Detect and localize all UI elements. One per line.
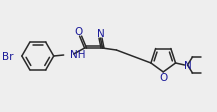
Text: N: N bbox=[97, 29, 104, 39]
Text: O: O bbox=[74, 27, 83, 37]
Text: NH: NH bbox=[70, 50, 85, 59]
Text: O: O bbox=[159, 72, 167, 82]
Text: N: N bbox=[184, 60, 191, 70]
Text: Br: Br bbox=[2, 52, 14, 61]
